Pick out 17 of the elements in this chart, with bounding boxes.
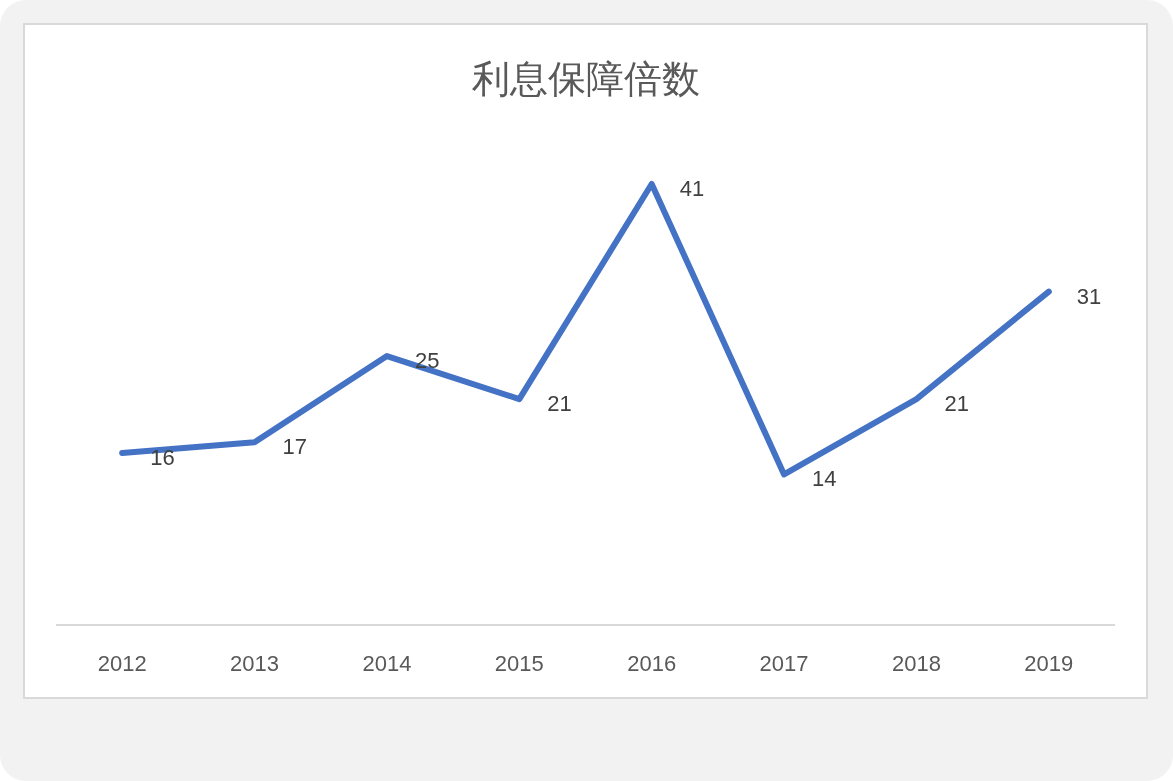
data-label: 31: [1076, 283, 1102, 309]
data-label: 14: [812, 466, 837, 492]
data-label: 21: [547, 391, 572, 417]
x-tick-label: 2016: [627, 651, 677, 676]
x-tick-label: 2012: [97, 651, 147, 676]
data-label: 41: [679, 176, 705, 201]
x-tick-label: 2015: [494, 651, 544, 676]
x-tick-label: 2019: [1024, 651, 1074, 676]
data-label: 21: [944, 391, 969, 417]
data-label: 17: [282, 434, 308, 460]
x-tick-label: 2014: [362, 651, 412, 676]
data-label: 25: [414, 348, 440, 374]
x-tick-label: 2013: [230, 651, 280, 676]
x-tick-label: 2018: [891, 651, 941, 676]
chart-title: 利息保障倍数: [471, 58, 700, 100]
x-tick-label: 2017: [759, 651, 809, 676]
data-label: 16: [150, 444, 175, 470]
